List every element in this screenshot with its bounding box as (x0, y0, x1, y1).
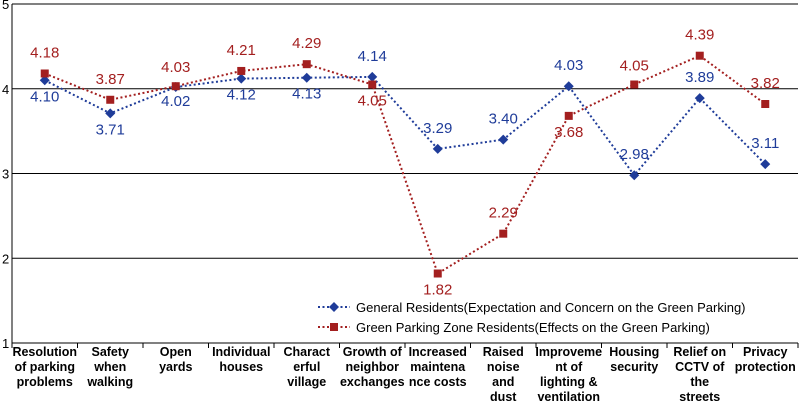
point-green-zone (499, 229, 508, 238)
category-label: Housing security (609, 345, 659, 374)
data-label-general: 4.03 (554, 57, 583, 74)
axes: 1 2 3 4 5 (2, 0, 799, 351)
data-label-green-zone: 4.21 (227, 42, 256, 59)
point-general (236, 73, 247, 84)
category-label: Raised noise and dust (483, 345, 524, 402)
point-green-zone (630, 80, 639, 89)
legend-label-green-zone: Green Parking Zone Residents(Effects on … (356, 320, 710, 335)
point-general (367, 71, 378, 82)
data-label-green-zone: 2.29 (489, 205, 518, 222)
legend-marker-green-zone (330, 323, 338, 331)
data-label-green-zone: 4.05 (358, 93, 387, 110)
point-green-zone (40, 69, 49, 78)
point-green-zone (695, 51, 704, 60)
point-general (694, 93, 705, 104)
y-tick-label-3: 3 (2, 167, 9, 182)
data-label-general: 3.71 (96, 121, 125, 138)
point-general (105, 108, 116, 119)
data-label-green-zone: 4.29 (292, 35, 321, 52)
data-label-general: 3.40 (489, 111, 518, 128)
series-lines (39, 51, 771, 278)
point-general (760, 159, 771, 170)
data-label-green-zone: 4.18 (30, 44, 59, 61)
data-label-general: 3.29 (423, 120, 452, 137)
data-label-general: 4.10 (30, 88, 59, 105)
data-label-general: 4.02 (161, 93, 190, 110)
data-label-green-zone: 3.82 (751, 75, 780, 92)
data-label-general: 3.89 (685, 69, 714, 86)
point-green-zone (368, 80, 377, 89)
point-general (629, 170, 640, 181)
series-line-general (44, 75, 766, 177)
data-label-green-zone: 3.87 (96, 71, 125, 88)
data-label-green-zone: 4.03 (161, 59, 190, 76)
data-label-green-zone: 3.68 (554, 124, 583, 141)
data-label-general: 4.14 (358, 48, 387, 65)
y-tick-label-5: 5 (2, 0, 9, 12)
legend-marker-general (329, 302, 339, 312)
category-label: Privacy protection (735, 345, 796, 374)
category-label: Safety when walking (86, 345, 133, 389)
point-general (498, 134, 509, 145)
point-green-zone (761, 100, 770, 109)
legend: General Residents(Expectation and Concer… (318, 300, 746, 335)
category-label: Charact erful village (283, 345, 330, 389)
data-label-general: 4.12 (227, 87, 256, 104)
y-tick-label-4: 4 (2, 82, 9, 97)
point-general (432, 143, 443, 154)
point-green-zone (171, 82, 180, 91)
point-general (563, 81, 574, 92)
data-label-green-zone: 4.39 (685, 27, 714, 44)
point-green-zone (302, 60, 311, 69)
point-general (39, 75, 50, 86)
data-labels: 4.10 3.71 4.02 4.12 4.13 4.14 3.29 3.40 4.03 2.98… (30, 27, 780, 299)
y-tick-label-1: 1 (2, 336, 9, 351)
category-label: Open yards (159, 345, 192, 374)
category-label: Individual houses (212, 345, 270, 374)
category-label: Improveme nt of lighting & ventilation (535, 345, 602, 402)
point-green-zone (106, 95, 115, 104)
data-label-general: 2.98 (620, 146, 649, 163)
category-label: Growth of neighbor exchanges (340, 345, 405, 389)
category-label: Resolution of parking problems (12, 345, 77, 389)
data-label-green-zone: 1.82 (423, 282, 452, 299)
point-green-zone (564, 111, 573, 120)
point-general (301, 72, 312, 83)
gridlines (12, 3, 798, 259)
point-green-zone (433, 269, 442, 278)
data-label-general: 4.13 (292, 86, 321, 103)
series-line-green-zone (44, 54, 766, 276)
data-label-general: 3.11 (751, 135, 779, 152)
y-tick-label-2: 2 (2, 251, 9, 266)
data-label-green-zone: 4.05 (620, 58, 649, 75)
category-label: Increased maintena nce costs (409, 345, 467, 389)
legend-label-general: General Residents(Expectation and Concer… (356, 300, 746, 315)
point-green-zone (237, 66, 246, 75)
category-label: Relief on CCTV of the streets (673, 345, 726, 402)
